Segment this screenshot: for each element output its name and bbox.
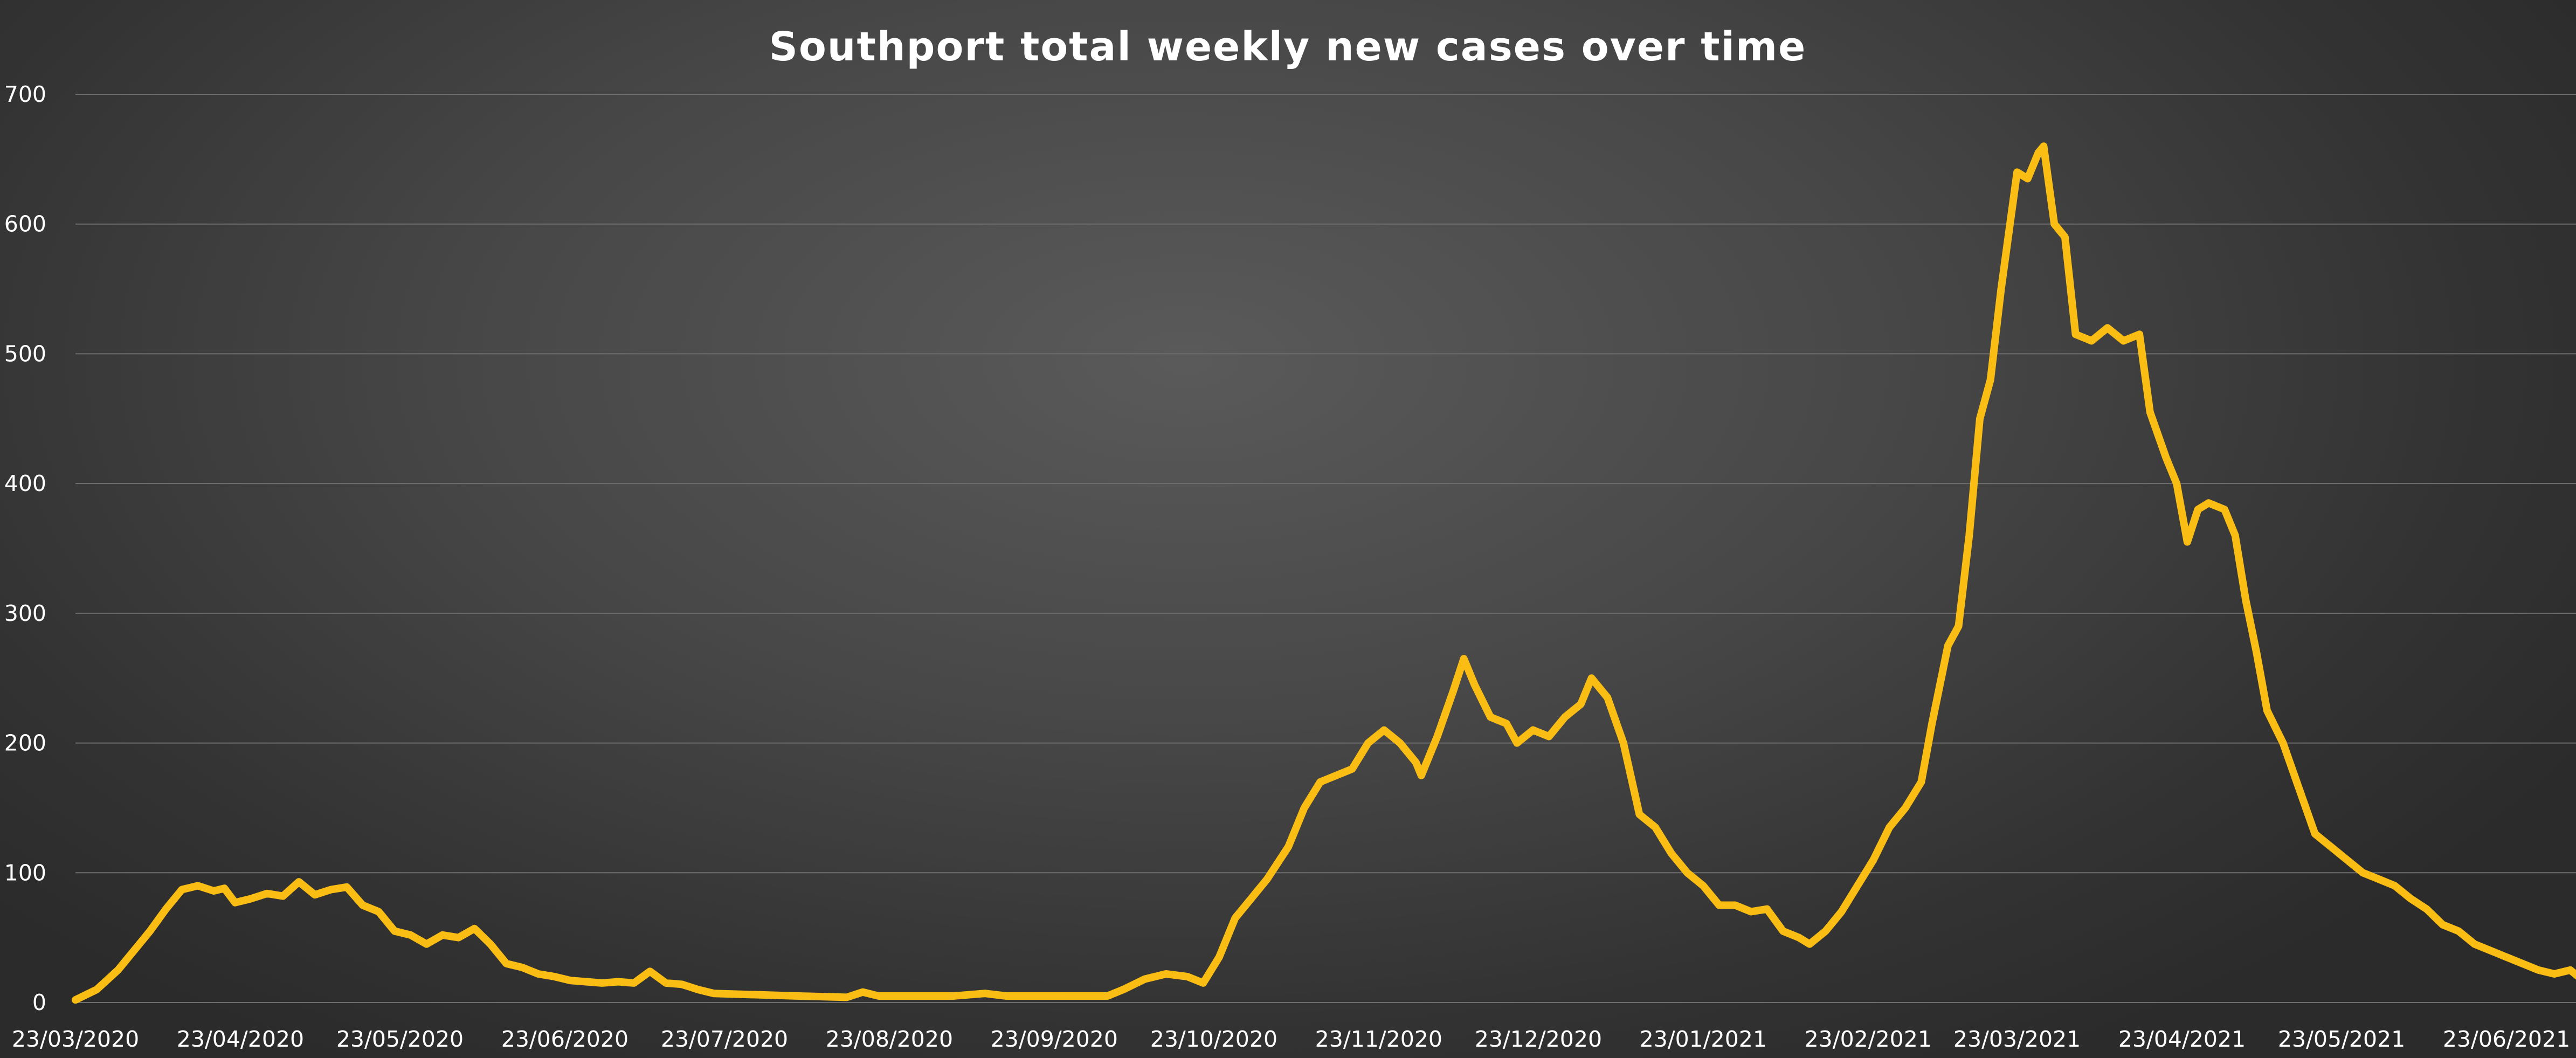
x-tick-label: 23/12/2020 xyxy=(1475,1026,1602,1052)
y-tick-label: 200 xyxy=(4,730,46,756)
series-line xyxy=(72,142,2576,1004)
y-tick-label: 500 xyxy=(4,341,46,367)
y-tick-label: 300 xyxy=(4,600,46,626)
gridlines xyxy=(75,94,2576,1003)
y-tick-label: 100 xyxy=(4,860,46,886)
x-tick-label: 23/11/2020 xyxy=(1315,1026,1442,1052)
x-tick-label: 23/04/2021 xyxy=(2118,1026,2246,1052)
x-tick-label: 23/03/2020 xyxy=(12,1026,139,1052)
x-tick-label: 23/01/2021 xyxy=(1640,1026,1767,1052)
x-tick-label: 23/08/2020 xyxy=(826,1026,953,1052)
series-lines xyxy=(72,142,2576,1004)
y-tick-label: 600 xyxy=(4,211,46,237)
chart-title: Southport total weekly new cases over ti… xyxy=(769,24,1807,70)
y-axis-tick-labels: 0 100 200 300 400 500 600 700 xyxy=(4,81,46,1015)
x-tick-label: 23/06/2020 xyxy=(501,1026,629,1052)
x-tick-label: 23/04/2020 xyxy=(177,1026,304,1052)
x-tick-label: 23/05/2020 xyxy=(336,1026,464,1052)
x-tick-label: 23/09/2020 xyxy=(991,1026,1118,1052)
x-axis-tick-labels: 23/03/2020 23/04/2020 23/05/2020 23/06/2020… xyxy=(12,1026,2570,1052)
x-tick-label: 23/03/2021 xyxy=(1953,1026,2081,1052)
y-tick-label: 700 xyxy=(4,81,46,107)
x-tick-label: 23/10/2020 xyxy=(1150,1026,1277,1052)
y-tick-label: 0 xyxy=(32,990,46,1015)
x-tick-label: 23/05/2021 xyxy=(2278,1026,2405,1052)
x-tick-label: 23/07/2020 xyxy=(661,1026,788,1052)
x-tick-label: 23/06/2021 xyxy=(2443,1026,2570,1052)
x-tick-label: 23/02/2021 xyxy=(1805,1026,1932,1052)
y-tick-label: 400 xyxy=(4,471,46,496)
